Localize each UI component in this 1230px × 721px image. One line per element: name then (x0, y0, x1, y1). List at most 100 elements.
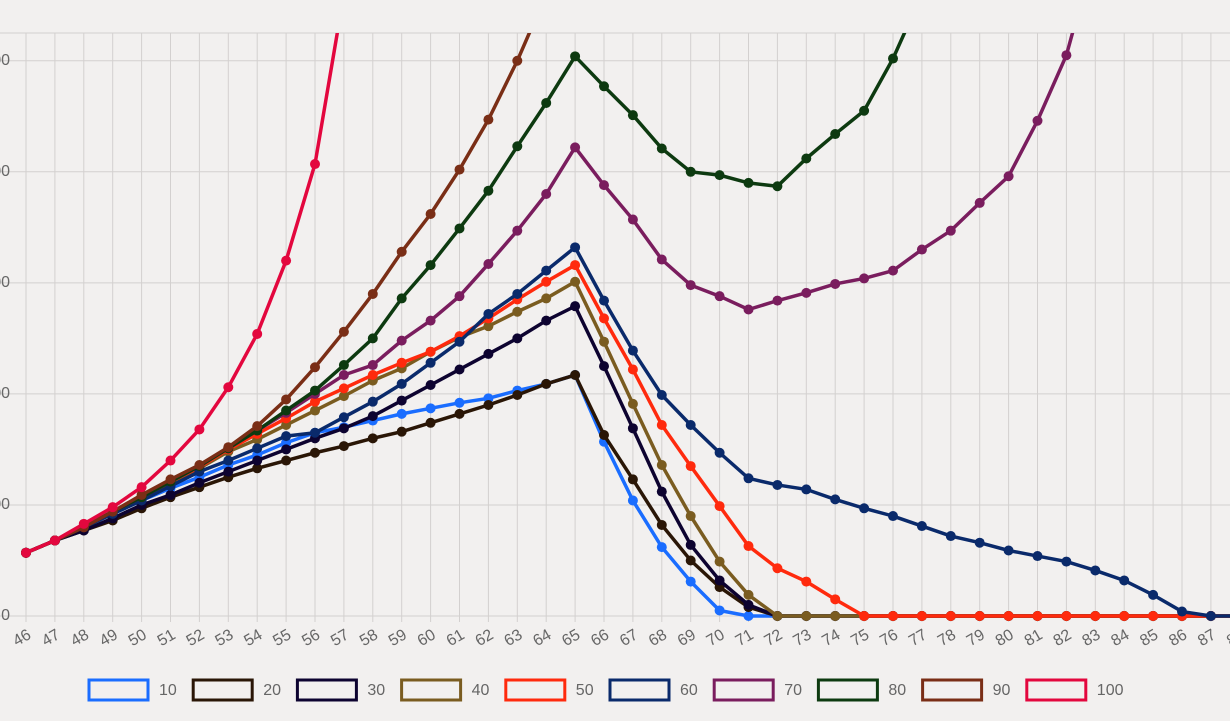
x-tick-label: 58 (357, 626, 381, 650)
point (916, 521, 927, 532)
point (974, 611, 985, 621)
legend-item[interactable]: 40 (400, 678, 490, 702)
point (1148, 589, 1159, 600)
point (512, 225, 523, 236)
point (599, 361, 609, 372)
point (627, 214, 638, 225)
legend-item[interactable]: 30 (295, 678, 385, 702)
legend-item[interactable]: 10 (87, 678, 177, 702)
point (599, 429, 609, 440)
point (425, 260, 436, 271)
point (367, 411, 378, 422)
legend-swatch (1025, 678, 1088, 702)
legend-swatch (921, 678, 984, 702)
y-tick-label: 0 (1, 607, 10, 624)
series-line (25, 244, 1230, 618)
point (1148, 611, 1159, 621)
point (1119, 575, 1130, 586)
point (367, 396, 378, 407)
point (136, 482, 147, 493)
point (714, 501, 725, 512)
point (223, 442, 234, 453)
point (743, 611, 754, 621)
point (1061, 50, 1072, 61)
legend-swatch (816, 678, 879, 702)
x-tick-label: 69 (675, 626, 699, 650)
point (194, 477, 205, 488)
point (136, 489, 147, 500)
point (599, 313, 609, 324)
legend-label: 50 (576, 682, 594, 699)
x-tick-label: 76 (877, 626, 901, 650)
point (367, 333, 378, 344)
point (425, 315, 436, 326)
point (483, 400, 494, 411)
legend-item[interactable]: 100 (1025, 678, 1124, 702)
point (772, 611, 783, 621)
point (483, 321, 494, 332)
point (830, 594, 841, 605)
legend-item[interactable]: 90 (921, 678, 1011, 702)
point (425, 403, 436, 414)
point (454, 164, 465, 175)
series-line (25, 279, 1230, 618)
legend-label: 40 (472, 682, 490, 699)
point (859, 611, 870, 621)
point (743, 177, 754, 188)
point (945, 225, 956, 236)
point (512, 333, 523, 344)
point (743, 304, 754, 315)
point (541, 97, 552, 108)
point (396, 378, 407, 389)
point (656, 143, 667, 154)
point (252, 328, 263, 339)
point (1090, 565, 1101, 576)
point (570, 51, 581, 62)
x-tick-label: 77 (906, 626, 930, 650)
legend-label: 70 (784, 682, 802, 699)
point (78, 518, 89, 529)
point (512, 141, 523, 152)
point (772, 181, 783, 192)
point (714, 291, 725, 302)
point (367, 288, 378, 299)
point (396, 293, 407, 304)
point (570, 301, 581, 312)
point (396, 395, 407, 406)
legend-item[interactable]: 20 (191, 678, 281, 702)
y-tick-label: 500 (0, 52, 10, 69)
point (570, 260, 581, 271)
series-line (25, 33, 340, 555)
legend-label: 80 (888, 682, 906, 699)
x-tick-label: 82 (1051, 626, 1075, 650)
point (888, 611, 898, 621)
point (714, 170, 725, 181)
point (656, 419, 667, 430)
point (830, 129, 841, 140)
point (801, 287, 812, 298)
point (541, 189, 552, 200)
point (483, 258, 494, 269)
point (396, 246, 407, 257)
point (223, 466, 234, 477)
legend-item[interactable]: 70 (712, 678, 802, 702)
legend-item[interactable]: 50 (504, 678, 594, 702)
point (801, 576, 812, 587)
legend-item[interactable]: 60 (608, 678, 698, 702)
x-tick-label: 64 (530, 626, 554, 650)
legend-item[interactable]: 80 (816, 678, 906, 702)
point (888, 511, 898, 522)
series-line (25, 372, 1230, 618)
point (165, 474, 176, 485)
point (801, 153, 812, 164)
x-tick-label: 75 (848, 626, 872, 650)
point (338, 326, 349, 337)
point (743, 599, 754, 610)
point (541, 293, 552, 304)
point (656, 519, 667, 530)
point (685, 280, 696, 291)
point (801, 611, 812, 621)
point (454, 223, 465, 234)
x-tick-label: 61 (444, 626, 468, 650)
